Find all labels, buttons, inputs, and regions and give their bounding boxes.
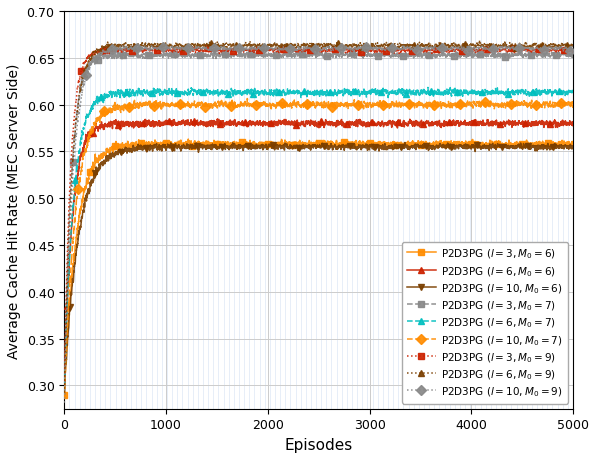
P2D3PG ($l = 10, M_0 = 6$) (401, 140, 408, 146)
P2D3PG ($l = 3, M_0 = 9$) (61, 383, 68, 389)
P2D3PG ($l = 3, M_0 = 6$) (366, 142, 373, 147)
P2D3PG ($l = 6, M_0 = 6$) (255, 121, 262, 126)
P2D3PG ($l = 6, M_0 = 9$) (153, 45, 160, 51)
P2D3PG ($l = 6, M_0 = 7$) (479, 90, 486, 96)
P2D3PG ($l = 3, M_0 = 6$) (255, 141, 262, 146)
P2D3PG ($l = 3, M_0 = 6$) (440, 142, 448, 148)
P2D3PG ($l = 6, M_0 = 9$) (479, 45, 486, 50)
P2D3PG ($l = 3, M_0 = 9$) (153, 47, 160, 53)
P2D3PG ($l = 10, M_0 = 6$) (153, 142, 160, 148)
Line: P2D3PG ($l = 3, M_0 = 6$): P2D3PG ($l = 3, M_0 = 6$) (61, 136, 576, 398)
Line: P2D3PG ($l = 6, M_0 = 9$): P2D3PG ($l = 6, M_0 = 9$) (61, 38, 576, 397)
Line: P2D3PG ($l = 10, M_0 = 7$): P2D3PG ($l = 10, M_0 = 7$) (61, 96, 576, 401)
P2D3PG ($l = 10, M_0 = 6$) (479, 145, 486, 151)
P2D3PG ($l = 6, M_0 = 6$) (61, 379, 68, 384)
P2D3PG ($l = 3, M_0 = 7$) (392, 54, 399, 59)
P2D3PG ($l = 3, M_0 = 9$) (440, 49, 448, 54)
P2D3PG ($l = 3, M_0 = 7$) (153, 54, 160, 59)
P2D3PG ($l = 10, M_0 = 6$) (440, 145, 448, 151)
P2D3PG ($l = 6, M_0 = 6$) (479, 123, 486, 128)
P2D3PG ($l = 10, M_0 = 9$) (392, 45, 399, 51)
Line: P2D3PG ($l = 10, M_0 = 9$): P2D3PG ($l = 10, M_0 = 9$) (61, 42, 576, 406)
P2D3PG ($l = 10, M_0 = 9$) (61, 400, 68, 406)
P2D3PG ($l = 10, M_0 = 6$) (61, 393, 68, 399)
Legend: P2D3PG ($l = 3, M_0 = 6$), P2D3PG ($l = 6, M_0 = 6$), P2D3PG ($l = 10, M_0 = 6$): P2D3PG ($l = 3, M_0 = 6$), P2D3PG ($l = … (402, 242, 568, 403)
P2D3PG ($l = 10, M_0 = 6$) (255, 144, 262, 150)
P2D3PG ($l = 6, M_0 = 7$) (153, 90, 160, 95)
P2D3PG ($l = 6, M_0 = 6$) (570, 123, 577, 129)
P2D3PG ($l = 6, M_0 = 6$) (392, 121, 399, 126)
P2D3PG ($l = 3, M_0 = 9$) (479, 48, 486, 53)
P2D3PG ($l = 10, M_0 = 9$) (366, 46, 373, 52)
P2D3PG ($l = 6, M_0 = 7$) (61, 385, 68, 391)
P2D3PG ($l = 10, M_0 = 7$) (255, 101, 262, 107)
P2D3PG ($l = 6, M_0 = 6$) (366, 123, 373, 128)
P2D3PG ($l = 6, M_0 = 6$) (214, 117, 221, 123)
P2D3PG ($l = 10, M_0 = 7$) (440, 104, 448, 110)
Line: P2D3PG ($l = 3, M_0 = 9$): P2D3PG ($l = 3, M_0 = 9$) (61, 44, 576, 389)
P2D3PG ($l = 10, M_0 = 9$) (479, 47, 486, 53)
P2D3PG ($l = 6, M_0 = 9$) (476, 38, 483, 44)
P2D3PG ($l = 10, M_0 = 6$) (570, 145, 577, 150)
P2D3PG ($l = 10, M_0 = 6$) (392, 144, 399, 150)
P2D3PG ($l = 10, M_0 = 7$) (61, 395, 68, 400)
Line: P2D3PG ($l = 3, M_0 = 7$): P2D3PG ($l = 3, M_0 = 7$) (61, 48, 576, 392)
P2D3PG ($l = 10, M_0 = 9$) (502, 43, 509, 48)
P2D3PG ($l = 3, M_0 = 6$) (570, 141, 577, 147)
P2D3PG ($l = 6, M_0 = 6$) (153, 122, 160, 128)
P2D3PG ($l = 10, M_0 = 7$) (244, 96, 251, 102)
P2D3PG ($l = 6, M_0 = 7$) (424, 85, 432, 91)
P2D3PG ($l = 3, M_0 = 7$) (479, 54, 486, 60)
P2D3PG ($l = 6, M_0 = 9$) (366, 45, 373, 50)
P2D3PG ($l = 10, M_0 = 7$) (366, 102, 373, 107)
P2D3PG ($l = 3, M_0 = 6$) (479, 140, 486, 146)
P2D3PG ($l = 3, M_0 = 7$) (366, 52, 373, 58)
P2D3PG ($l = 3, M_0 = 6$) (61, 392, 68, 398)
P2D3PG ($l = 10, M_0 = 7$) (570, 104, 577, 110)
P2D3PG ($l = 3, M_0 = 9$) (366, 50, 373, 55)
P2D3PG ($l = 3, M_0 = 6$) (392, 142, 399, 148)
P2D3PG ($l = 6, M_0 = 9$) (570, 45, 577, 50)
P2D3PG ($l = 6, M_0 = 7$) (392, 90, 399, 95)
P2D3PG ($l = 6, M_0 = 7$) (570, 88, 577, 93)
P2D3PG ($l = 10, M_0 = 7$) (153, 103, 160, 109)
P2D3PG ($l = 6, M_0 = 7$) (366, 90, 373, 96)
Line: P2D3PG ($l = 6, M_0 = 7$): P2D3PG ($l = 6, M_0 = 7$) (61, 85, 576, 391)
P2D3PG ($l = 3, M_0 = 9$) (448, 45, 455, 50)
P2D3PG ($l = 10, M_0 = 9$) (570, 44, 577, 50)
P2D3PG ($l = 10, M_0 = 9$) (153, 47, 160, 53)
P2D3PG ($l = 3, M_0 = 7$) (255, 51, 262, 57)
Line: P2D3PG ($l = 10, M_0 = 6$): P2D3PG ($l = 10, M_0 = 6$) (61, 140, 576, 399)
Line: P2D3PG ($l = 6, M_0 = 6$): P2D3PG ($l = 6, M_0 = 6$) (61, 117, 576, 385)
P2D3PG ($l = 10, M_0 = 7$) (392, 103, 399, 109)
Y-axis label: Average Cache Hit Rate (MEC Server Side): Average Cache Hit Rate (MEC Server Side) (7, 63, 21, 358)
P2D3PG ($l = 6, M_0 = 6$) (440, 122, 448, 128)
P2D3PG ($l = 6, M_0 = 9$) (61, 390, 68, 396)
P2D3PG ($l = 10, M_0 = 7$) (479, 102, 486, 107)
P2D3PG ($l = 6, M_0 = 9$) (392, 43, 399, 49)
P2D3PG ($l = 3, M_0 = 9$) (255, 49, 262, 54)
P2D3PG ($l = 3, M_0 = 6$) (153, 140, 160, 146)
X-axis label: Episodes: Episodes (284, 437, 353, 452)
P2D3PG ($l = 6, M_0 = 9$) (255, 43, 262, 49)
P2D3PG ($l = 6, M_0 = 7$) (440, 90, 448, 96)
P2D3PG ($l = 3, M_0 = 6$) (185, 137, 192, 142)
P2D3PG ($l = 3, M_0 = 7$) (293, 48, 300, 54)
P2D3PG ($l = 3, M_0 = 7$) (440, 53, 448, 58)
P2D3PG ($l = 10, M_0 = 9$) (440, 46, 448, 51)
P2D3PG ($l = 3, M_0 = 9$) (570, 49, 577, 54)
P2D3PG ($l = 3, M_0 = 9$) (392, 48, 399, 53)
P2D3PG ($l = 3, M_0 = 7$) (570, 53, 577, 58)
P2D3PG ($l = 6, M_0 = 9$) (440, 47, 448, 52)
P2D3PG ($l = 10, M_0 = 9$) (255, 47, 262, 52)
P2D3PG ($l = 10, M_0 = 6$) (366, 146, 373, 151)
P2D3PG ($l = 6, M_0 = 7$) (255, 92, 262, 97)
P2D3PG ($l = 3, M_0 = 7$) (61, 386, 68, 391)
